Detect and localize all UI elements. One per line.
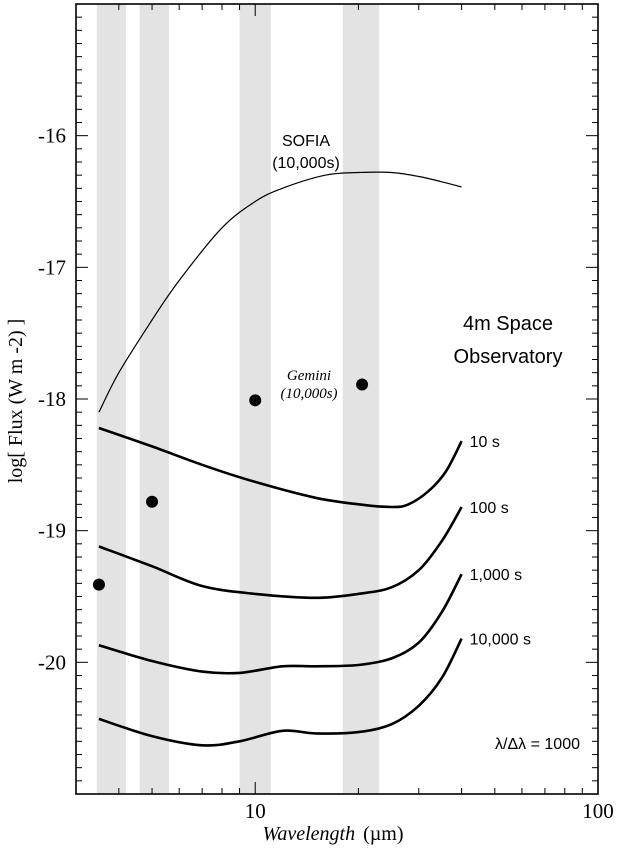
series-label: 1,000 s [470, 567, 522, 584]
y-tick-label: -20 [38, 650, 66, 674]
y-tick-label: -18 [38, 387, 66, 411]
wavelength-bands [96, 4, 380, 794]
sofia-curve [98, 171, 462, 413]
exposure-curve-1 [98, 426, 463, 509]
series-label: 100 s [470, 500, 509, 517]
resolution-label: λ/Δλ = 1000 [495, 736, 580, 753]
series-lines [98, 171, 463, 747]
exposure-curve-4 [98, 638, 463, 747]
observatory-label-line1: 4m Space [463, 313, 553, 335]
band-2 [139, 4, 169, 794]
gemini-points [92, 378, 369, 591]
y-tick-label: -16 [38, 124, 66, 148]
y-tick-label: -19 [38, 519, 66, 543]
y-tick-labels: -20 -19 -18 -17 -16 [38, 124, 66, 675]
gemini-point [146, 495, 159, 508]
y-tick-label: -17 [38, 255, 66, 279]
observatory-label-line2: Observatory [454, 346, 563, 368]
gemini-label-line1: Gemini [287, 368, 331, 384]
plot-frame [75, 3, 599, 795]
band-4 [342, 4, 380, 794]
band-1 [96, 4, 127, 794]
sofia-label-line2: (10,000s) [272, 155, 340, 172]
exposure-curve-2 [98, 506, 463, 600]
x-tick-labels: 10 100 [245, 799, 614, 823]
exposure-curve-3 [98, 573, 463, 675]
series-label: 10,000 s [470, 632, 531, 649]
gemini-point [356, 378, 369, 391]
series-label: 10 s [470, 434, 500, 451]
sofia-label-line1: SOFIA [282, 133, 330, 150]
gemini-point [249, 394, 262, 407]
x-axis-label: Wavelength (µm) [263, 823, 404, 845]
y-axis-label: log[ Flux (W m -2) ] [5, 319, 27, 484]
gemini-label-line2: (10,000s) [280, 386, 337, 402]
x-tick-label: 10 [245, 799, 266, 823]
series-labels: 10 s 100 s 1,000 s 10,000 s [470, 434, 531, 649]
x-tick-label: 100 [582, 799, 614, 823]
gemini-point [92, 578, 105, 591]
